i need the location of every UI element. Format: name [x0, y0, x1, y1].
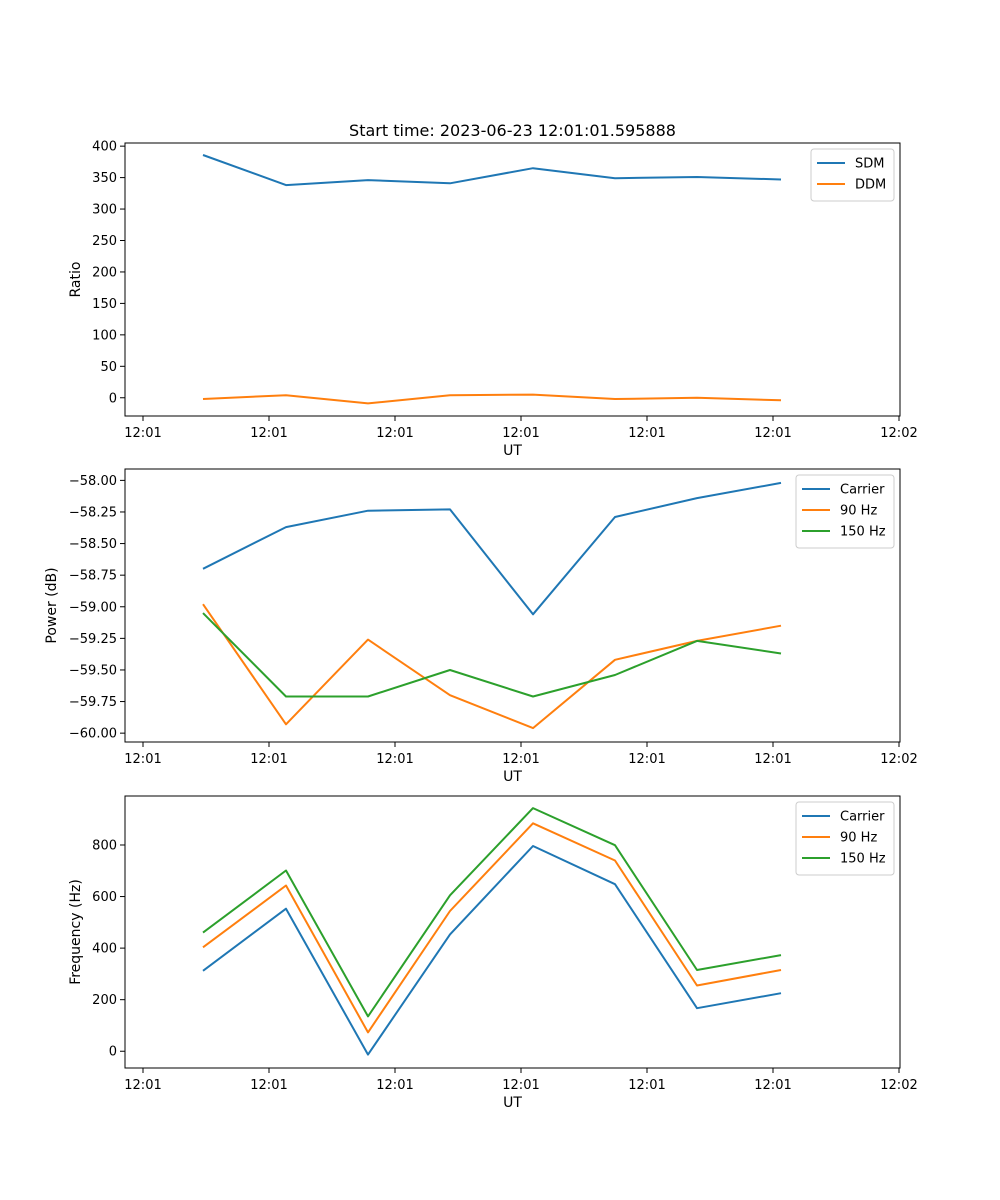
series-line-90-hz — [202, 822, 782, 1034]
y-axis-label: Frequency (Hz) — [68, 879, 84, 985]
y-tick-label: 200 — [92, 993, 117, 1008]
x-tick-label: 12:01 — [502, 752, 539, 767]
x-axis-label: UT — [503, 769, 522, 785]
x-tick-label: 12:01 — [124, 1078, 161, 1093]
x-tick-label: 12:02 — [880, 426, 917, 441]
y-axis-label: Ratio — [68, 262, 84, 298]
legend-label: 150 Hz — [840, 525, 886, 540]
x-tick-label: 12:01 — [376, 426, 413, 441]
chart-title: Start time: 2023-06-23 12:01:01.595888 — [349, 121, 676, 140]
x-tick-label: 12:01 — [124, 426, 161, 441]
x-tick-label: 12:01 — [754, 1078, 791, 1093]
legend-label: 90 Hz — [840, 504, 877, 519]
series-line-150-hz — [202, 612, 782, 698]
x-tick-label: 12:01 — [628, 426, 665, 441]
legend-label: SDM — [855, 157, 884, 172]
x-tick-label: 12:01 — [754, 752, 791, 767]
y-tick-label: −59.50 — [69, 663, 117, 678]
y-tick-label: 400 — [92, 942, 117, 957]
legend-label: 90 Hz — [840, 831, 877, 846]
legend-label: DDM — [855, 178, 886, 193]
x-tick-label: 12:01 — [250, 752, 287, 767]
y-tick-label: 350 — [92, 171, 117, 186]
x-tick-label: 12:02 — [880, 752, 917, 767]
legend — [795, 801, 895, 876]
legend-label: Carrier — [840, 810, 885, 825]
y-tick-label: 800 — [92, 838, 117, 853]
x-tick-label: 12:01 — [502, 426, 539, 441]
x-axis-label: UT — [503, 443, 522, 459]
chart-panel-3: 0 200 400 600 800 12:01 12:01 12:01 12:01 12:01 12… — [68, 795, 918, 1111]
plot-frame — [124, 795, 901, 1069]
y-tick-label: 400 — [92, 140, 117, 155]
legend-label: Carrier — [840, 483, 885, 498]
y-tick-label: −58.75 — [69, 569, 117, 584]
chart-panel-1: Start time: 2023-06-23 12:01:01.595888 0 5… — [68, 121, 918, 459]
y-tick-label: 600 — [92, 890, 117, 905]
legend — [795, 474, 895, 549]
series-line-150-hz — [202, 807, 782, 1018]
x-tick-label: 12:01 — [502, 1078, 539, 1093]
y-tick-label: −59.75 — [69, 695, 117, 710]
x-tick-label: 12:02 — [880, 1078, 917, 1093]
x-axis-label: UT — [503, 1095, 522, 1111]
x-tick-label: 12:01 — [628, 1078, 665, 1093]
x-tick-label: 12:01 — [250, 1078, 287, 1093]
x-tick-label: 12:01 — [628, 752, 665, 767]
y-tick-label: 300 — [92, 203, 117, 218]
y-tick-label: −60.00 — [69, 727, 117, 742]
y-axis-label: Power (dB) — [44, 567, 60, 643]
x-tick-label: 12:01 — [250, 426, 287, 441]
y-tick-label: 200 — [92, 265, 117, 280]
x-tick-label: 12:01 — [124, 752, 161, 767]
y-tick-label: 50 — [100, 360, 117, 375]
y-tick-label: 150 — [92, 297, 117, 312]
chart-panel-2: −60.00 −59.75 −59.50 −59.25 −59.00 −58.75 −58.… — [44, 468, 918, 785]
y-tick-label: −58.25 — [69, 505, 117, 520]
series-line-ddm — [202, 393, 782, 405]
y-tick-label: −59.25 — [69, 632, 117, 647]
y-tick-label: 100 — [92, 328, 117, 343]
y-tick-label: 0 — [109, 391, 117, 406]
y-tick-label: 250 — [92, 234, 117, 249]
x-tick-label: 12:01 — [376, 752, 413, 767]
x-tick-label: 12:01 — [754, 426, 791, 441]
series-line-sdm — [202, 154, 782, 187]
y-tick-label: 0 — [109, 1045, 117, 1060]
legend-label: 150 Hz — [840, 852, 886, 867]
plot-frame — [124, 468, 901, 743]
y-tick-label: −58.00 — [69, 474, 117, 489]
y-tick-label: −59.00 — [69, 600, 117, 615]
series-line-90-hz — [202, 603, 782, 730]
y-tick-label: −58.50 — [69, 537, 117, 552]
series-line-carrier — [202, 845, 782, 1056]
x-tick-label: 12:01 — [376, 1078, 413, 1093]
series-line-carrier — [202, 481, 782, 616]
plot-frame — [124, 142, 901, 417]
